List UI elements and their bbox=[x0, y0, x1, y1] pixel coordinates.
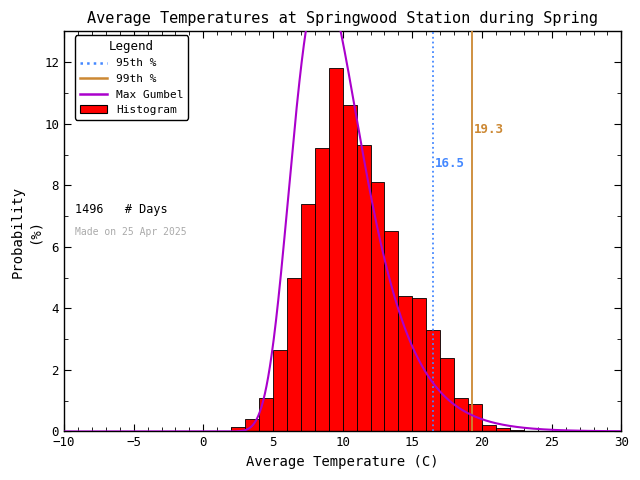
Bar bbox=[440, 358, 454, 432]
Bar bbox=[315, 148, 329, 432]
X-axis label: Average Temperature (C): Average Temperature (C) bbox=[246, 455, 439, 469]
Bar bbox=[468, 404, 482, 432]
Bar bbox=[412, 298, 426, 432]
Bar bbox=[287, 277, 301, 432]
Bar bbox=[426, 330, 440, 432]
Legend: 95th %, 99th %, Max Gumbel, Histogram: 95th %, 99th %, Max Gumbel, Histogram bbox=[75, 36, 188, 120]
Text: 19.3: 19.3 bbox=[474, 123, 504, 136]
Text: 1496   # Days: 1496 # Days bbox=[75, 204, 168, 216]
Text: 16.5: 16.5 bbox=[435, 157, 465, 170]
Bar bbox=[538, 431, 552, 432]
Bar bbox=[273, 350, 287, 432]
Bar bbox=[371, 182, 385, 432]
Bar bbox=[329, 68, 342, 432]
Bar bbox=[510, 430, 524, 432]
Bar bbox=[301, 204, 315, 432]
Bar bbox=[231, 428, 245, 432]
Bar bbox=[342, 105, 356, 432]
Text: Made on 25 Apr 2025: Made on 25 Apr 2025 bbox=[75, 228, 187, 238]
Title: Average Temperatures at Springwood Station during Spring: Average Temperatures at Springwood Stati… bbox=[87, 11, 598, 26]
Bar bbox=[356, 145, 371, 432]
Bar bbox=[259, 397, 273, 432]
Bar bbox=[245, 419, 259, 432]
Bar bbox=[524, 431, 538, 432]
Bar bbox=[385, 231, 399, 432]
Y-axis label: Probability
(%): Probability (%) bbox=[11, 185, 42, 277]
Bar bbox=[482, 425, 496, 432]
Bar bbox=[399, 296, 412, 432]
Bar bbox=[454, 397, 468, 432]
Bar bbox=[496, 428, 510, 432]
